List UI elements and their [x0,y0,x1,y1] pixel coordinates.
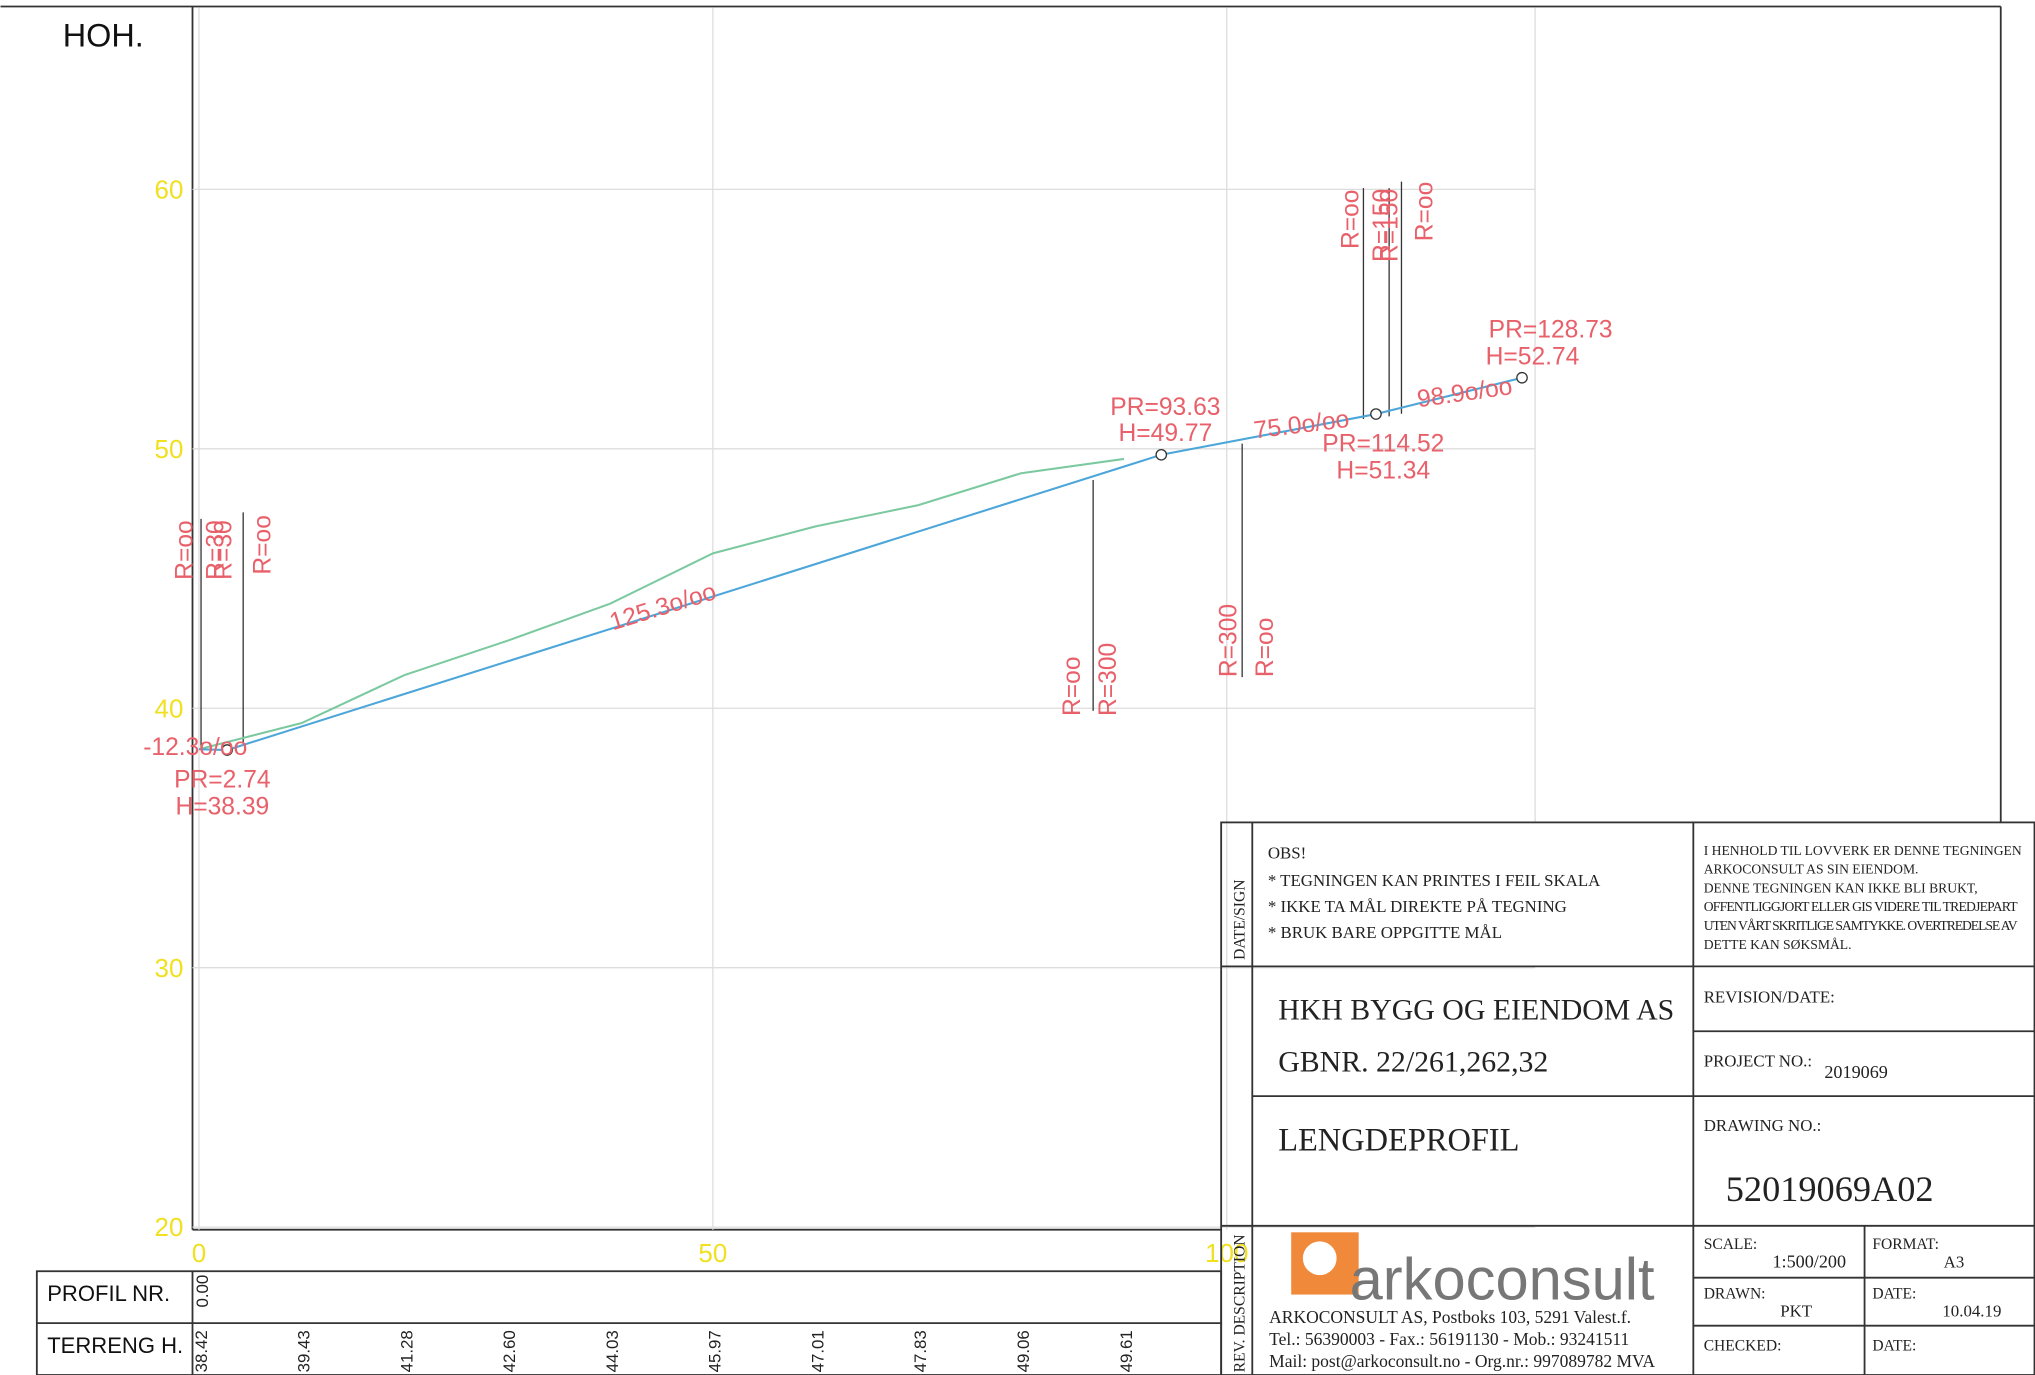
notice: * IKKE TA MÅL DIREKTE PÅ TEGNING [1268,897,1567,916]
annotation: R=150 [1377,189,1404,262]
terrain-height: 38.42 [192,1330,211,1372]
x-tick-label: 50 [698,1240,727,1268]
y-axis-label: HOH. [63,18,144,54]
profile-nr: 0.00 [193,1275,212,1308]
scale-label: SCALE: [1704,1236,1758,1253]
y-tick-label: 50 [155,436,184,464]
annotation: R=oo [1412,182,1439,242]
annotation: R=oo [1338,189,1365,249]
notice-title: OBS! [1268,844,1306,863]
drawing-label: DRAWING NO.: [1704,1116,1822,1135]
terrain-height: 49.06 [1014,1330,1033,1372]
legal-text: OFFENTLIGGJORT ELLER GIS VIDERE TIL TRED… [1704,899,2019,914]
side-label: REV. DESCRIPTION [1232,1234,1249,1372]
terrain-height: 45.97 [706,1330,725,1372]
annotation: 125.3o/oo [607,578,720,636]
terrain-height: 41.28 [397,1330,416,1372]
row-label: PROFIL NR. [47,1281,170,1306]
revision-label: REVISION/DATE: [1704,988,1835,1007]
project-no: 2019069 [1824,1062,1888,1082]
annotation: R=oo [172,520,199,580]
y-tick-label: 20 [155,1214,184,1242]
format-label: FORMAT: [1872,1236,1939,1253]
legal-text: UTEN VÅRT SKRITLIGE SAMTYKKE. OVERTREDEL… [1704,918,2018,933]
client: HKH BYGG OG EIENDOM AS [1278,994,1674,1027]
annotation: H=49.77 [1118,420,1212,447]
drawn-label: DRAWN: [1704,1285,1766,1302]
y-tick-label: 40 [155,695,184,723]
legal-text: DETTE KAN SØKSMÅL. [1704,937,1852,952]
annotation: R=30 [210,520,237,580]
side-label: DATE/SIGN [1232,880,1249,960]
annotation: R=oo [249,515,276,575]
terrain-height: 49.61 [1117,1330,1136,1372]
drawn: PKT [1780,1302,1813,1321]
annotation: H=38.39 [175,794,269,821]
annotation: R=300 [1095,643,1122,716]
title-block: DATE/SIGN REV. DESCRIPTION OBS! * TEGNIN… [1220,821,2035,1375]
design-point [221,744,233,756]
terrain-line [198,457,1125,751]
annotation: -12.3o/oo [143,734,247,761]
notice: * BRUK BARE OPPGITTE MÅL [1268,923,1502,942]
checked-label: CHECKED: [1704,1337,1782,1354]
annotation: H=51.34 [1336,458,1430,485]
format: A3 [1944,1252,1965,1271]
annotation: PR=128.73 [1489,316,1613,343]
annotation: R=150 [1369,189,1396,262]
logo: arkoconsult [1350,1246,1655,1313]
annotation: PR=93.63 [1110,394,1220,421]
design-point [1155,448,1168,461]
drawing-title: LENGDEPROFIL [1278,1123,1519,1159]
annotation: R=oo [1059,656,1086,716]
terrain-height: 47.83 [911,1330,930,1372]
terrain-height: 42.60 [500,1330,519,1372]
date: 10.04.19 [1942,1302,2001,1321]
project-label: PROJECT NO.: [1704,1051,1812,1070]
title-box [1220,821,2035,1375]
x-tick-label: 0 [192,1240,206,1268]
date-label: DATE: [1872,1285,1916,1302]
row-label: TERRENG H. [47,1333,183,1358]
terrain-height: 39.43 [295,1330,314,1372]
terrain-height: 47.01 [808,1330,827,1372]
x-tick-label: 100 [1205,1240,1248,1268]
drawing-no: 52019069A02 [1726,1169,1934,1209]
annotation: R=30 [203,520,230,580]
design-point [1516,371,1528,384]
annotation: PR=2.74 [174,766,271,793]
annotation: PR=114.52 [1322,430,1444,457]
y-tick-label: 30 [155,955,184,983]
logo-icon [1302,1241,1337,1276]
legal-text: DENNE TEGNINGEN KAN IKKE BLI BRUKT, [1704,880,1978,895]
annotation: 98.9o/oo [1415,373,1514,413]
legal-text: I HENHOLD TIL LOVVERK ER DENNE TEGNINGEN [1704,843,2022,858]
notice: * TEGNINGEN KAN PRINTES I FEIL SKALA [1268,871,1601,890]
annotation: R=300 [1216,604,1243,677]
terrain-height: 44.03 [603,1330,622,1372]
design-point [1370,408,1382,420]
scale: 1:500/200 [1772,1251,1846,1271]
annotation: R=oo [1252,618,1279,678]
address: Mail: post@arkoconsult.no - Org.nr.: 997… [1269,1351,1655,1371]
property: GBNR. 22/261,262,32 [1278,1045,1548,1078]
date-label: DATE: [1872,1337,1916,1354]
annotation: H=52.74 [1486,344,1580,371]
y-tick-label: 60 [155,176,184,204]
address: Tel.: 56390003 - Fax.: 56191130 - Mob.: … [1269,1329,1629,1349]
address: ARKOCONSULT AS, Postboks 103, 5291 Vales… [1269,1307,1631,1327]
legal-text: ARKOCONSULT AS SIN EIENDOM. [1704,862,1919,877]
